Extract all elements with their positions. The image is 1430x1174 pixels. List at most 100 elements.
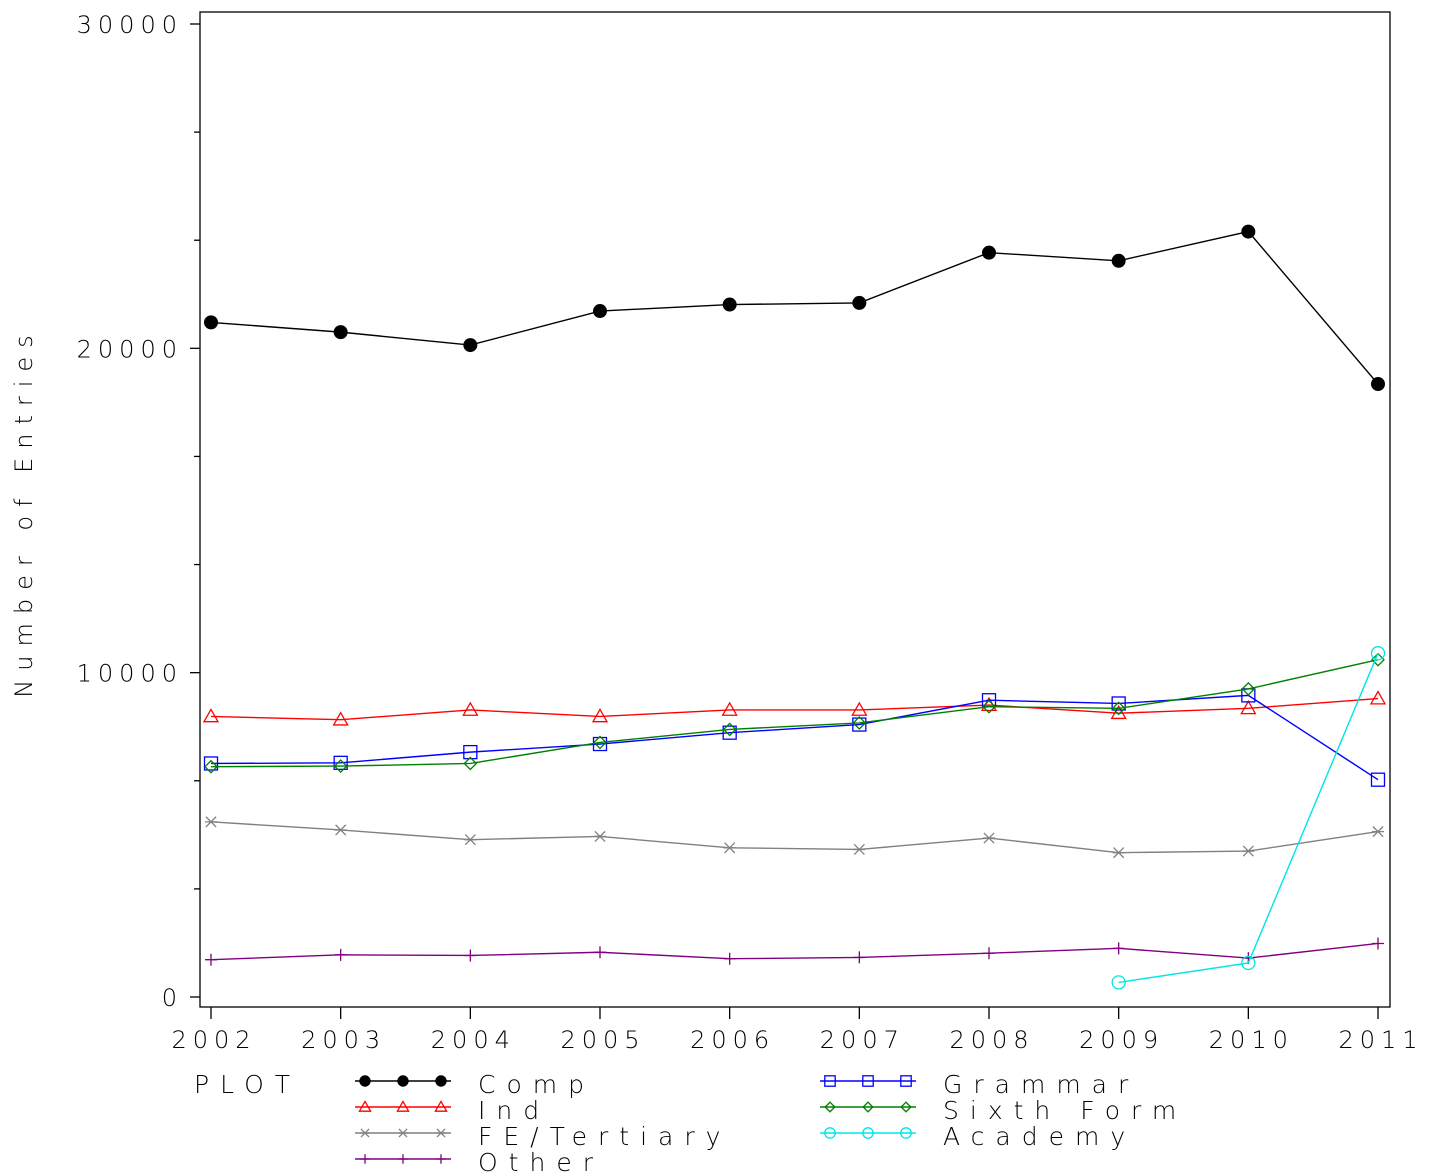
- data-point-ind: [1240, 700, 1257, 715]
- series-fe-tertiary: [205, 816, 1384, 859]
- data-point-comp: [852, 295, 867, 310]
- legend-entry-ind: Ind: [355, 1096, 550, 1125]
- legend-label-academy: Academy: [943, 1122, 1136, 1151]
- legend-marker-other: [436, 1154, 446, 1164]
- data-point-academy: [1370, 646, 1386, 661]
- legend-marker-grammar: [824, 1075, 836, 1087]
- legend-label-sixth-form: Sixth Form: [943, 1096, 1187, 1125]
- data-point-fe-tertiary: [1372, 826, 1384, 838]
- data-point-fe-tertiary: [1242, 845, 1255, 857]
- data-point-comp: [333, 325, 348, 340]
- series-comp: [204, 224, 1385, 392]
- data-point-comp: [722, 297, 737, 312]
- legend-title: PLOT: [194, 1070, 301, 1099]
- legend-label-other: Other: [478, 1148, 604, 1174]
- legend-marker-comp: [359, 1075, 371, 1087]
- data-point-grammar: [333, 755, 348, 770]
- legend-label-ind: Ind: [478, 1096, 550, 1125]
- data-point-other: [723, 952, 736, 965]
- legend-label-comp: Comp: [478, 1070, 595, 1099]
- series-sixth-form: [204, 652, 1385, 774]
- legend-marker-fe-tertiary: [360, 1128, 370, 1138]
- legend-marker-sixth-form: [900, 1101, 912, 1113]
- data-point-comp: [1241, 224, 1256, 239]
- data-point-ind: [462, 701, 479, 716]
- legend-marker-fe-tertiary: [436, 1128, 446, 1138]
- data-point-fe-tertiary: [334, 824, 347, 836]
- data-point-sixth-form: [204, 759, 218, 774]
- x-tick-label: 2005: [560, 1026, 645, 1054]
- data-point-sixth-form: [1111, 701, 1126, 716]
- data-point-grammar: [852, 717, 867, 732]
- data-point-academy: [1111, 975, 1126, 990]
- legend-marker-academy: [862, 1127, 874, 1139]
- legend-marker-fe-tertiary: [398, 1128, 408, 1138]
- data-point-sixth-form: [1241, 681, 1256, 696]
- plot-area: [202, 224, 1387, 990]
- x-tick-label: 2009: [1079, 1026, 1164, 1054]
- legend-marker-sixth-form: [862, 1101, 874, 1113]
- legend-entry-academy: Academy: [820, 1122, 1136, 1151]
- legend-marker-academy: [900, 1127, 912, 1139]
- data-point-comp: [593, 304, 607, 319]
- data-point-grammar: [1111, 696, 1126, 711]
- x-tick-label: 2011: [1338, 1026, 1423, 1054]
- data-point-grammar: [463, 744, 478, 760]
- series-academy: [1111, 646, 1386, 990]
- legend-entry-sixth-form: Sixth Form: [820, 1096, 1187, 1125]
- data-point-grammar: [722, 725, 737, 740]
- series-line-other: [210, 942, 1379, 961]
- data-point-comp: [1111, 253, 1126, 268]
- data-point-fe-tertiary: [853, 843, 866, 855]
- series-line-academy: [1118, 652, 1379, 984]
- data-point-comp: [204, 315, 218, 330]
- legend-marker-grammar: [862, 1075, 874, 1087]
- data-point-sixth-form: [333, 759, 348, 773]
- data-point-ind: [1110, 704, 1127, 720]
- data-point-fe-tertiary: [723, 842, 736, 854]
- data-point-sixth-form: [982, 699, 996, 714]
- legend-marker-sixth-form: [824, 1101, 836, 1113]
- data-point-other: [983, 947, 995, 960]
- data-point-ind: [332, 711, 349, 726]
- x-tick-label: 2008: [949, 1026, 1034, 1054]
- y-tick-label: 20000: [77, 335, 183, 363]
- legend-entry-other: Other: [355, 1148, 604, 1174]
- legend-marker-ind: [396, 1100, 410, 1112]
- series-other: [205, 937, 1384, 966]
- data-point-other: [594, 946, 606, 959]
- data-point-other: [464, 949, 477, 962]
- data-point-academy: [1241, 955, 1256, 971]
- legend-marker-other: [398, 1154, 408, 1164]
- legend-marker-comp: [435, 1075, 447, 1087]
- data-point-comp: [1371, 377, 1385, 392]
- y-tick-label: 0: [162, 984, 183, 1012]
- data-point-ind: [591, 708, 609, 723]
- data-point-fe-tertiary: [594, 830, 606, 843]
- data-point-fe-tertiary: [983, 832, 995, 844]
- legend-entry-grammar: Grammar: [820, 1070, 1128, 1099]
- data-point-sixth-form: [593, 735, 607, 750]
- series-line-grammar: [210, 694, 1379, 781]
- legend-marker-comp: [397, 1075, 409, 1087]
- data-point-other: [334, 948, 347, 961]
- data-point-fe-tertiary: [205, 816, 217, 828]
- data-point-sixth-form: [852, 716, 867, 730]
- data-point-ind: [202, 708, 220, 723]
- series-ind: [202, 690, 1387, 726]
- data-point-grammar: [1370, 772, 1386, 787]
- legend-marker-grammar: [900, 1075, 912, 1087]
- data-point-ind: [851, 701, 868, 716]
- legend-label-fe-tertiary: FE/Tertiary: [478, 1122, 731, 1151]
- legend-marker-ind: [358, 1100, 372, 1112]
- data-point-other: [1112, 942, 1125, 955]
- data-point-other: [205, 953, 217, 966]
- x-tick-label: 2003: [301, 1026, 386, 1054]
- data-point-other: [1372, 937, 1384, 950]
- x-tick-label: 2006: [690, 1026, 775, 1054]
- x-tick-label: 2007: [820, 1026, 905, 1054]
- legend-marker-academy: [824, 1127, 836, 1139]
- series-line-sixth-form: [210, 659, 1379, 768]
- y-tick-label: 30000: [77, 11, 183, 39]
